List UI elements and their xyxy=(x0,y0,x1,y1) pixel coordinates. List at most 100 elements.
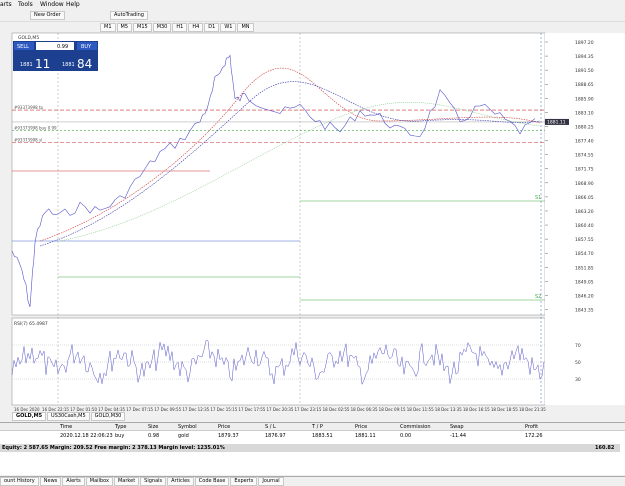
table-cell: 0.00 xyxy=(400,433,412,439)
timeframe-button[interactable]: H1 xyxy=(172,23,188,32)
column-header: Swap xyxy=(450,424,464,430)
menu-bar: arts Tools Window Help xyxy=(0,0,625,9)
new-order-button[interactable]: New Order xyxy=(30,11,65,20)
time-label: 18 Dec 11:55 xyxy=(407,407,434,412)
price-label: 1871.75 xyxy=(575,167,594,173)
price-line xyxy=(11,54,536,307)
time-label: 17 Dec 07:15 xyxy=(126,407,153,412)
timeframe-button[interactable]: M1 xyxy=(100,23,116,32)
timeframe-button[interactable]: MN xyxy=(237,23,254,32)
order-line-label: #93373998 tp xyxy=(14,105,44,110)
time-label: 17 Dec 17:55 xyxy=(238,407,265,412)
chart-window: 1897.20 1894.35 1891.50 1888.65 1885.90 1883.… xyxy=(11,32,625,412)
timeframe-button[interactable]: M5 xyxy=(116,23,132,32)
menu-item[interactable]: Tools xyxy=(18,1,33,8)
chart-tab[interactable]: US30Cash,M5 xyxy=(47,412,90,421)
buy-button[interactable] xyxy=(77,42,97,50)
column-header: S / L xyxy=(265,424,276,430)
moving-average xyxy=(59,102,541,242)
level-label: S2 xyxy=(535,294,541,300)
buy-label: BUY xyxy=(81,44,92,50)
time-label: 18 Dec 16:15 xyxy=(463,407,490,412)
indicator-label: RSI(7) 65.4987 xyxy=(14,321,48,327)
timeframe-bar: M1 M5 M15 M30 H1 H4 D1 W1 MN xyxy=(100,23,255,32)
price-label: 1877.40 xyxy=(575,139,594,145)
ask-big: 1881 xyxy=(62,62,75,68)
time-label: 18 Dec 18:55 xyxy=(491,407,518,412)
chart-tabs: GOLD,M5 US30Cash,M5 GOLD,M30 xyxy=(12,412,126,421)
menu-item[interactable]: Help xyxy=(66,1,80,8)
sell-button[interactable] xyxy=(14,42,34,50)
price-label: 1880.25 xyxy=(575,124,594,130)
column-header: Time xyxy=(60,424,73,430)
price-label: 1854.70 xyxy=(575,251,594,257)
timeframe-button[interactable]: D1 xyxy=(204,23,220,32)
price-axis xyxy=(545,33,625,405)
chart-tab[interactable]: GOLD,M5 xyxy=(12,412,47,421)
table-cell: -11.44 xyxy=(450,433,467,439)
column-header: T / P xyxy=(312,424,323,430)
summary-row xyxy=(0,444,620,452)
rsi-label: 30 xyxy=(575,377,581,383)
time-label: 18 Dec 13:35 xyxy=(435,407,462,412)
price-label: 1897.20 xyxy=(575,40,594,46)
moving-average xyxy=(39,81,541,247)
table-cell: 1883.51 xyxy=(312,433,333,439)
autotrading-button[interactable]: AutoTrading xyxy=(110,11,148,20)
rsi-label: 50 xyxy=(575,360,581,366)
table-cell: 0.98 xyxy=(148,433,160,439)
time-label: 17 Dec 12:35 xyxy=(182,407,209,412)
price-label: 1849.05 xyxy=(575,279,594,285)
time-label: 18 Dec 09:15 xyxy=(379,407,406,412)
time-label: 17 Dec 04:35 xyxy=(98,407,125,412)
price-label: 1883.10 xyxy=(575,110,594,116)
column-header: Size xyxy=(148,424,159,430)
order-line-label: #93373998 buy 0.99 xyxy=(14,126,57,131)
indicator-background xyxy=(11,317,546,406)
column-header: Symbol xyxy=(178,424,197,430)
price-label: 1860.40 xyxy=(575,223,594,229)
order-line-label: #93373998 sl xyxy=(14,138,42,143)
column-header: Price xyxy=(218,424,231,430)
chart-background xyxy=(11,32,546,316)
price-label: 1891.50 xyxy=(575,68,594,74)
table-cell: 1881.11 xyxy=(355,433,376,439)
ask-small: 84 xyxy=(77,57,92,71)
chart-tab[interactable]: GOLD,M30 xyxy=(90,412,126,421)
timeframe-button[interactable]: W1 xyxy=(220,23,237,32)
menu-item[interactable]: Window xyxy=(40,1,64,8)
column-header: Type xyxy=(115,424,127,430)
terminal: Time Type Size Symbol Price S / L T / P Price Co… xyxy=(0,422,625,475)
column-header: Price xyxy=(355,424,368,430)
column-header: Profit xyxy=(525,424,539,430)
price-label: 1851.85 xyxy=(575,265,594,271)
time-label: 18 Dec 02:55 xyxy=(323,407,350,412)
level-label: S1 xyxy=(535,195,541,201)
timeframe-button[interactable]: M15 xyxy=(133,23,152,32)
price-label: 1894.35 xyxy=(575,54,594,60)
lot-value: 0.99 xyxy=(57,44,68,50)
lot-input[interactable] xyxy=(36,42,74,50)
moving-average xyxy=(39,67,541,242)
time-label: 16 Dec 2020 xyxy=(14,407,40,412)
timeframe-button[interactable]: M30 xyxy=(152,23,172,32)
summary-profit: 160.82 xyxy=(595,445,615,451)
table-cell: buy xyxy=(115,433,125,439)
price-label: 1846.20 xyxy=(575,293,594,299)
rsi-line xyxy=(11,340,545,386)
time-label: 17 Dec 09:55 xyxy=(154,407,181,412)
sell-label: SELL xyxy=(17,44,29,50)
table-cell: gold xyxy=(178,433,189,439)
price-label: 1888.65 xyxy=(575,82,594,88)
price-label: 1868.90 xyxy=(575,181,594,187)
current-price: 1881.11 xyxy=(547,119,566,125)
time-label: 17 Dec 15:15 xyxy=(210,407,237,412)
timeframe-button[interactable]: H4 xyxy=(188,23,204,32)
price-label: 1866.05 xyxy=(575,195,594,201)
menu-item[interactable]: arts xyxy=(0,1,12,8)
price-label: 1874.55 xyxy=(575,153,594,159)
toolbar: New Order AutoTrading xyxy=(0,9,625,22)
price-label: 1885.90 xyxy=(575,96,594,102)
price-label: 1863.20 xyxy=(575,209,594,215)
